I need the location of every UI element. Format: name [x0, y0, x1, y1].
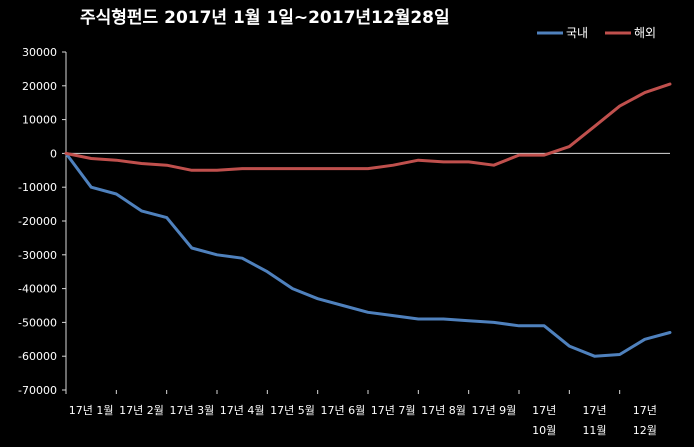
y-tick-label: -10000 [18, 181, 57, 194]
x-tick-label: 17년 5월 [270, 404, 315, 417]
x-tick-label: 17년 2월 [119, 404, 164, 417]
y-tick-label: 30000 [22, 46, 57, 59]
series-line-overseas [64, 82, 672, 172]
x-tick-label: 12월 [633, 424, 657, 437]
x-tick-label: 17년 6월 [320, 404, 365, 417]
y-tick-label: -70000 [18, 384, 57, 397]
x-tick-label: 11월 [582, 424, 606, 437]
legend-label-domestic: 국내 [566, 26, 588, 40]
x-tick-label: 17년 4월 [220, 404, 265, 417]
y-tick-label: -30000 [18, 249, 57, 262]
chart-title: 주식형펀드 2017년 1월 1일~2017년12월28일 [80, 7, 450, 28]
series-line-domestic [64, 151, 672, 358]
y-tick-label: -60000 [18, 350, 57, 363]
x-tick-label: 10월 [532, 424, 556, 437]
x-tick-label: 17년 [582, 404, 606, 417]
x-tick-label: 17년 9월 [471, 404, 516, 417]
y-tick-label: -20000 [18, 215, 57, 228]
legend: 국내 해외 [537, 26, 656, 40]
y-tick-label: 0 [50, 147, 57, 160]
y-tick-label: -40000 [18, 283, 57, 296]
x-tick-label: 17년 8월 [421, 404, 466, 417]
plot-area: 30000 20000 10000 0 -10000 -20000 -30000 -40000… [18, 46, 672, 437]
y-tick-label: 20000 [22, 80, 57, 93]
x-tick-label: 17년 7월 [371, 404, 416, 417]
y-tick-label: -50000 [18, 316, 57, 329]
x-tick-label: 17년 [633, 404, 657, 417]
y-tick-label: 10000 [22, 114, 57, 127]
x-tick-label: 17년 3월 [169, 404, 214, 417]
legend-label-overseas: 해외 [634, 26, 656, 40]
x-tick-label: 17년 [532, 404, 556, 417]
x-tick-label: 17년 1월 [69, 404, 114, 417]
